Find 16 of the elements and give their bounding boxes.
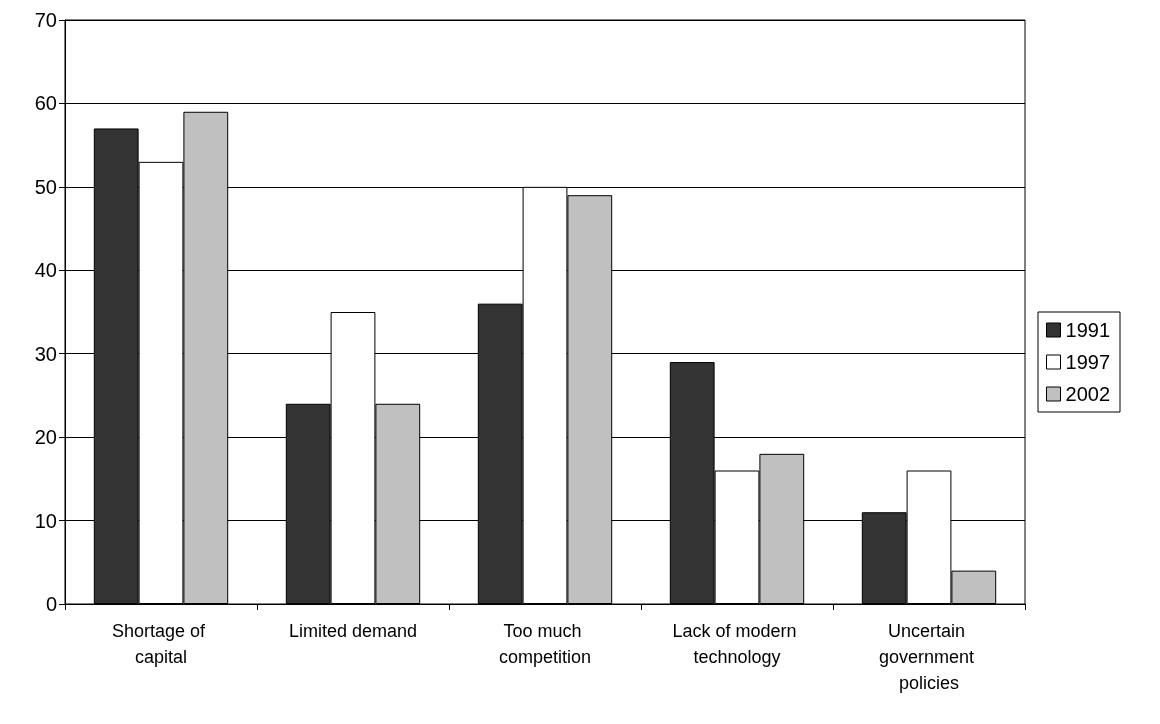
x-tick-label: Shortage of capital [111,621,211,667]
y-tick-label: 30 [34,342,57,365]
y-tick-label: 40 [34,259,57,282]
x-tick-label: Limited demand [288,621,418,641]
x-tick-label: Too much competition [498,621,592,667]
x-tick-label: Uncertain government policies [878,621,980,693]
y-tick-label: 10 [34,509,57,532]
y-tick-label: 0 [45,593,57,615]
x-tick-label: Lack of modern technology [672,621,802,667]
y-tick-label: 20 [34,426,57,449]
y-tick-label: 70 [34,9,57,31]
y-tick-label: 50 [34,175,57,198]
legend-label: 1997 [1065,351,1111,373]
y-tick-label: 60 [34,92,57,115]
legend-label: 2002 [1065,383,1111,405]
legend-label: 1991 [1065,319,1111,341]
